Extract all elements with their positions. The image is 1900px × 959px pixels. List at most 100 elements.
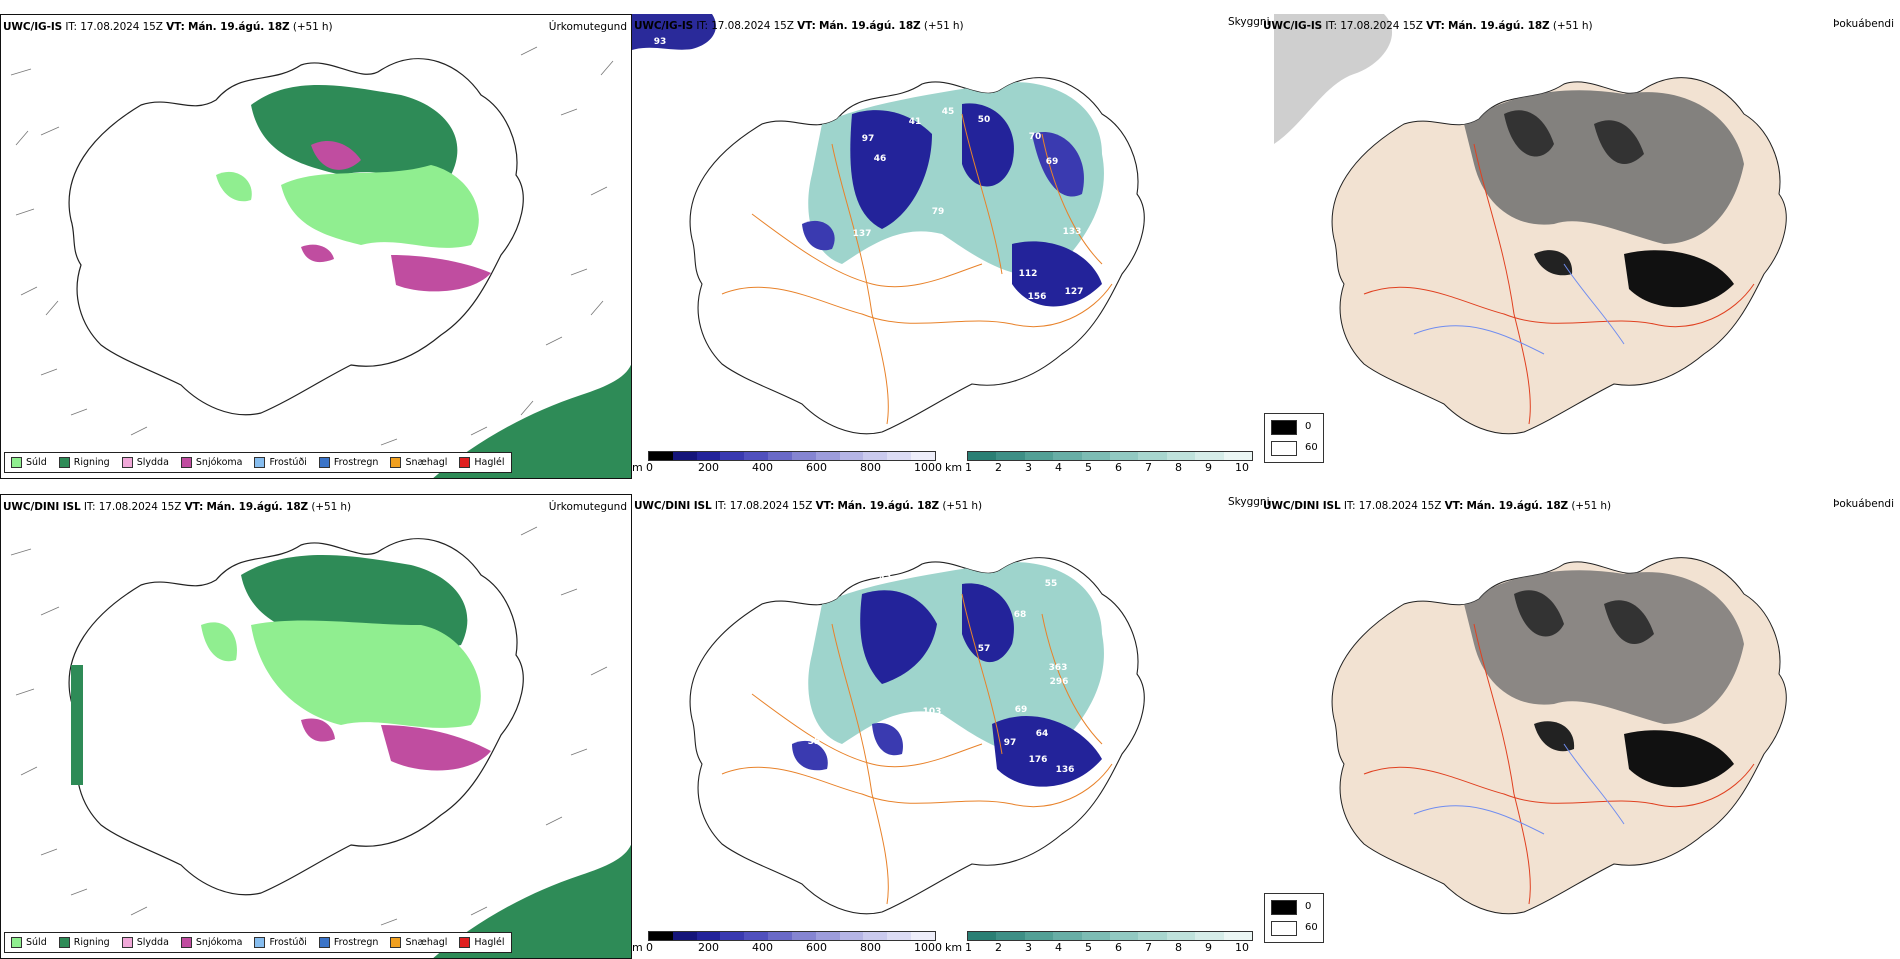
visibility-colorbar-cells bbox=[967, 451, 1253, 461]
cloud-label: 156 bbox=[1028, 292, 1047, 302]
tick: 2 bbox=[995, 941, 1002, 954]
colorbar-cell bbox=[744, 452, 769, 460]
sea-cloud-patch bbox=[632, 14, 716, 50]
colorbar-cell bbox=[672, 452, 697, 460]
cloud-label: 93 bbox=[654, 37, 667, 47]
colorbar-cell bbox=[815, 452, 840, 460]
cloud-label: 127 bbox=[1065, 287, 1084, 297]
colorbar-cell bbox=[815, 932, 840, 940]
legend-swatch bbox=[254, 457, 266, 468]
cloudbase-colorbar-cells bbox=[648, 931, 936, 941]
tick: 2 bbox=[995, 461, 1002, 474]
legend-swatch bbox=[11, 937, 22, 948]
legend-item: Slydda bbox=[121, 937, 169, 948]
tick: 4 bbox=[1055, 941, 1062, 954]
colorbar-cell bbox=[911, 452, 935, 460]
panel-variable-name: Þokuábendi bbox=[1833, 18, 1894, 30]
colorbar-cell bbox=[863, 932, 888, 940]
precip-legend: Súld Rigning Slydda Snjókoma Frostúði Fr… bbox=[4, 932, 512, 953]
colorbar-cell bbox=[996, 932, 1025, 940]
tick: 6 bbox=[1115, 461, 1122, 474]
visibility-colorbar-cells bbox=[967, 931, 1253, 941]
tick: 7 bbox=[1145, 461, 1152, 474]
roads bbox=[721, 113, 1113, 425]
legend-item: Súld bbox=[11, 457, 47, 468]
tick: 5 bbox=[1085, 941, 1092, 954]
cloud-label: 176 bbox=[1029, 755, 1048, 765]
colorbar-cell bbox=[768, 452, 792, 460]
colorbar-cell bbox=[968, 452, 997, 460]
fog-legend-label: 60 bbox=[1305, 922, 1318, 933]
cloudbase-colorbar: m 0 200 400 600 800 1000 bbox=[632, 451, 942, 474]
colorbar-cell bbox=[911, 932, 935, 940]
colorbar-cell bbox=[1081, 452, 1111, 460]
tick: 200 bbox=[698, 461, 719, 474]
tick: 9 bbox=[1205, 461, 1212, 474]
tick: 1 bbox=[965, 461, 972, 474]
cloud-label: 136 bbox=[1056, 765, 1075, 775]
colorbar-cell bbox=[696, 932, 721, 940]
tick: 600 bbox=[806, 461, 827, 474]
cloud-label: 55 bbox=[1045, 579, 1058, 589]
colorbar-cell bbox=[1166, 452, 1196, 460]
cloud-label: 70 bbox=[1029, 132, 1042, 142]
panel-variable-name: Úrkomutegund bbox=[548, 501, 627, 513]
colorbar-cell bbox=[1024, 932, 1054, 940]
fog-swatch bbox=[1271, 420, 1297, 435]
precip-map-svg bbox=[10, 46, 631, 478]
panel-variable-name: Úrkomutegund bbox=[548, 21, 627, 33]
colorbar-cell bbox=[839, 932, 864, 940]
fog-fields bbox=[1464, 90, 1744, 308]
cloudbase-fields bbox=[792, 562, 1104, 787]
tick: 1000 bbox=[914, 461, 942, 474]
cloud-label: 296 bbox=[1050, 677, 1069, 687]
tick: 3 bbox=[1025, 941, 1032, 954]
colorbar-cell bbox=[863, 452, 888, 460]
panel-title: UWC/IG-IS IT: 17.08.2024 15Z VT: Mán. 19… bbox=[634, 20, 964, 32]
fog-map-svg bbox=[1274, 14, 1787, 435]
colorbar-cell bbox=[649, 452, 673, 460]
legend-swatch bbox=[180, 457, 192, 468]
colorbar-cell bbox=[968, 932, 997, 940]
tick: 600 bbox=[806, 941, 827, 954]
precip-fields bbox=[201, 555, 491, 771]
cloud-map-svg: 71 43 58 55 68 57 363 296 103 69 97 64 1… bbox=[689, 547, 1145, 915]
cloudbase-unit: m bbox=[632, 941, 643, 954]
sea-fog bbox=[1274, 14, 1393, 144]
colorbar-cell bbox=[1223, 452, 1253, 460]
fog-roads-rivers bbox=[1363, 623, 1755, 905]
fog-swatch bbox=[1271, 900, 1297, 915]
cloud-label: 103 bbox=[923, 707, 942, 717]
legend-swatch bbox=[390, 457, 402, 468]
fog-legend-label: 0 bbox=[1305, 421, 1312, 432]
cloudbase-visibility-map-row1: 93 41 45 97 46 50 70 69 79 60 137 112 15… bbox=[632, 14, 1264, 479]
cloud-label: 79 bbox=[932, 207, 945, 217]
colorbar-cell bbox=[1195, 452, 1224, 460]
colorbar-cell bbox=[791, 452, 816, 460]
colorbar-cell bbox=[1166, 932, 1196, 940]
visibility-unit: km bbox=[945, 941, 963, 954]
panel-variable-name: Þokuábendi bbox=[1833, 498, 1894, 510]
legend-item: Snjókoma bbox=[180, 937, 242, 948]
colorbar-cell bbox=[1223, 932, 1253, 940]
visibility-label-row1: Skyggni bbox=[1228, 16, 1270, 28]
colorbar-cell bbox=[720, 452, 745, 460]
fog-legend: 0 60 bbox=[1264, 413, 1324, 463]
cloud-label: 97 bbox=[862, 134, 875, 144]
tick: 1 bbox=[965, 941, 972, 954]
cloud-label: 60 bbox=[916, 239, 929, 249]
legend-item: Snjókoma bbox=[180, 457, 242, 468]
fog-swatch bbox=[1271, 441, 1297, 456]
legend-swatch bbox=[390, 937, 402, 948]
legend-item: Snæhagl bbox=[390, 937, 447, 948]
fog-swatch bbox=[1271, 921, 1297, 936]
tick: 800 bbox=[860, 461, 881, 474]
cloudbase-visibility-map-row2: 71 43 58 55 68 57 363 296 103 69 97 64 1… bbox=[632, 494, 1264, 959]
cloud-label: 71 bbox=[776, 547, 789, 557]
colorbar-cell bbox=[791, 932, 816, 940]
fog-legend-label: 0 bbox=[1305, 901, 1312, 912]
legend-swatch bbox=[11, 457, 22, 468]
legend-swatch bbox=[318, 937, 330, 948]
visibility-colorbar: km 1 2 3 4 5 6 7 8 9 10 bbox=[945, 451, 1253, 474]
cloud-label: 112 bbox=[1019, 269, 1038, 279]
